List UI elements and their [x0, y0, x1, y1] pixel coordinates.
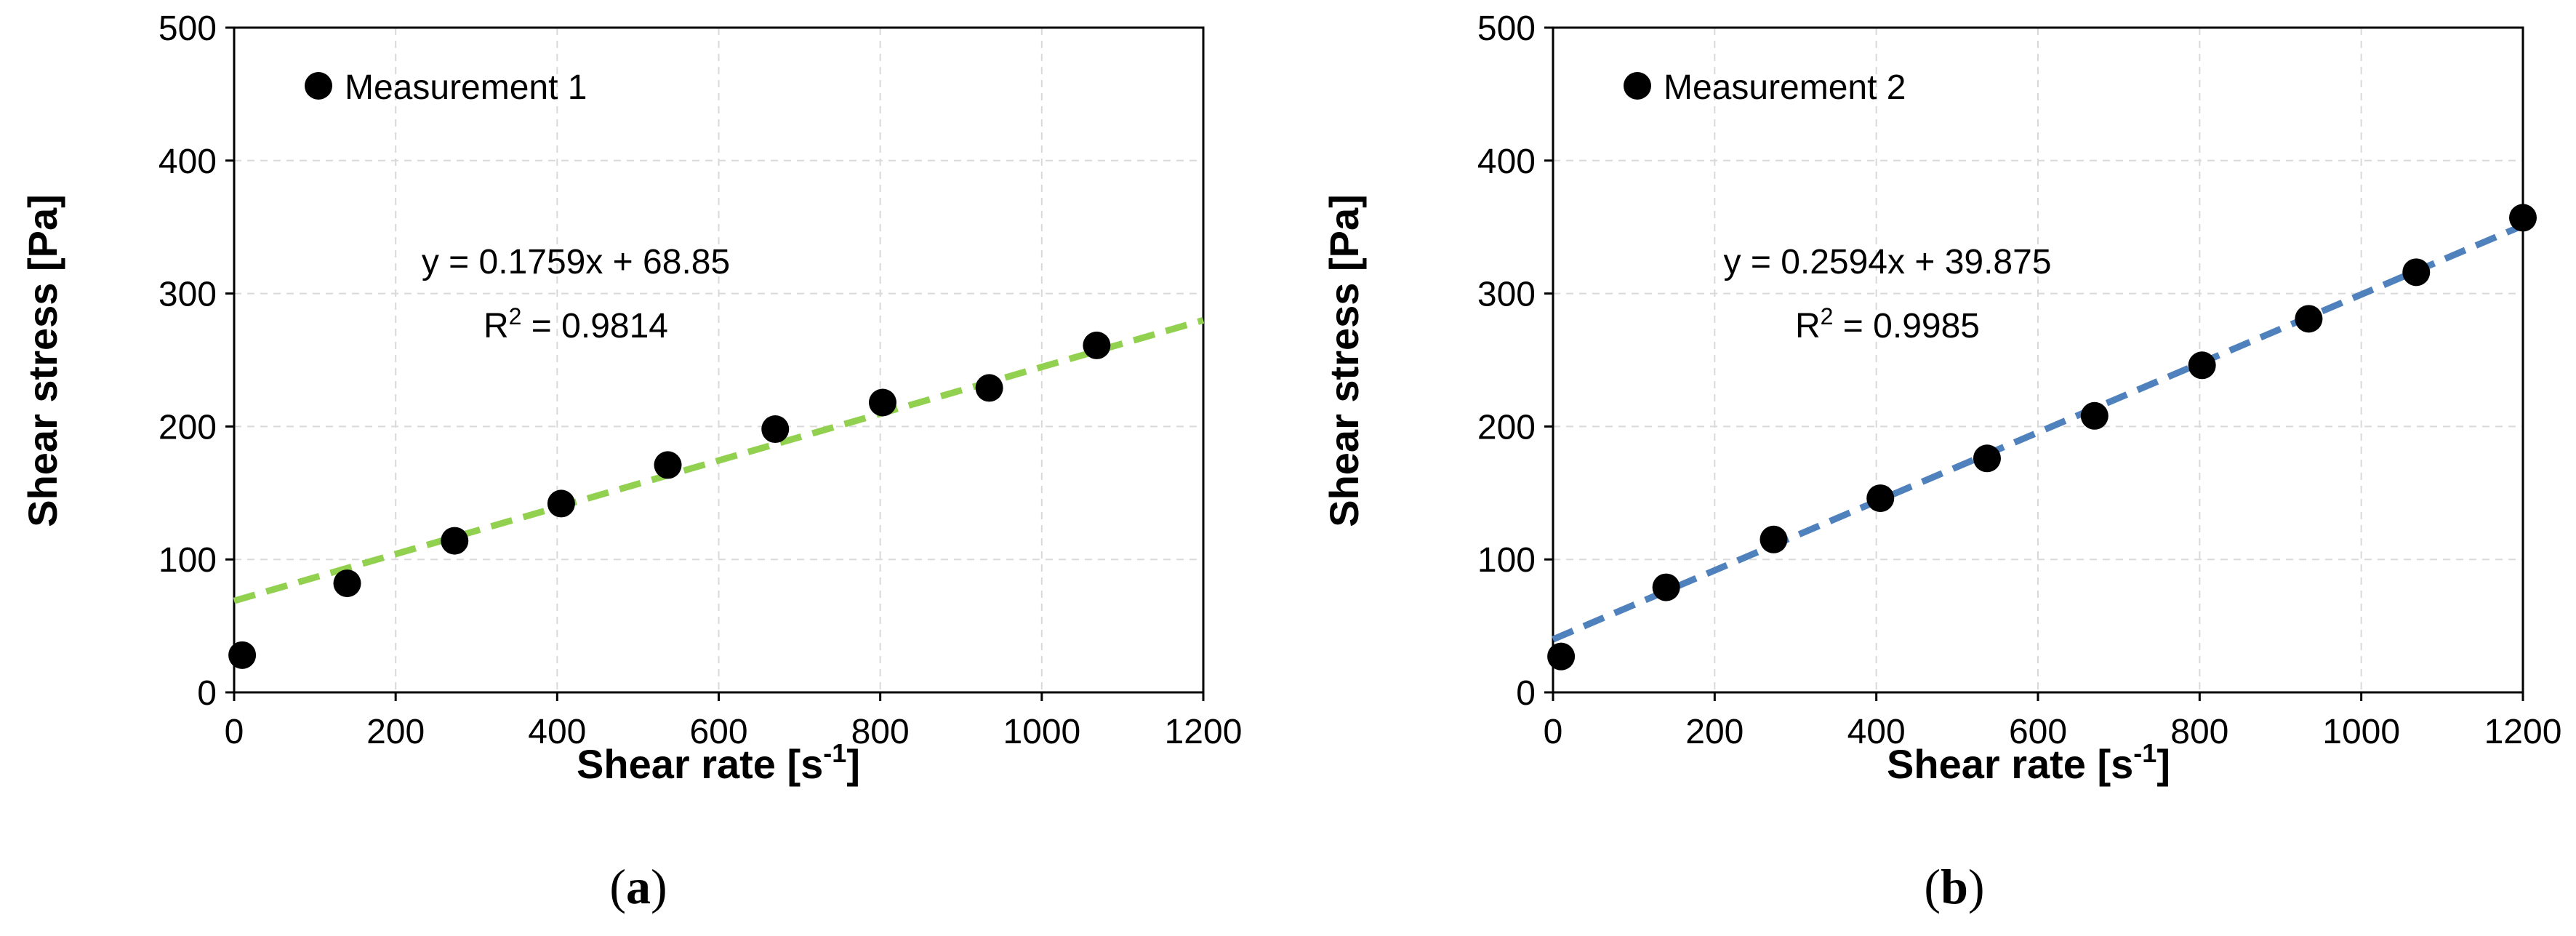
y-tick-label-b: 300: [1477, 276, 1536, 314]
y-tick-label-a: 200: [159, 408, 217, 447]
x-tick-label-a: 1200: [1165, 713, 1243, 751]
y-axis-title-a: Shear stress [Pa]: [20, 194, 65, 527]
r-squared-label-b: R2 = 0.9985: [1795, 303, 1980, 345]
chart-panel-a: 0 100 200 300 400 500 0 200 400 600 800 1000 1200 Sh…: [20, 9, 1242, 914]
plot-area-b: 0 100 200 300 400 500 0 200 400 600 800 1000 1200: [1477, 9, 2561, 751]
x-tick-label-a: 600: [689, 713, 747, 751]
data-point-a: [654, 451, 682, 479]
x-axis-title-b: Shear rate [s-1]: [1887, 738, 2170, 787]
y-tick-label-b: 400: [1477, 143, 1536, 181]
y-tick-label-b: 500: [1477, 9, 1536, 48]
trendline-equation-b: y = 0.2594x + 39.875: [1723, 243, 2051, 281]
y-tick-label-a: 500: [159, 9, 217, 48]
panel-label-a: (a): [609, 859, 667, 914]
y-tick-label-a: 0: [197, 674, 217, 713]
x-tick-label-a: 800: [851, 713, 910, 751]
data-point-b: [1973, 444, 2001, 473]
data-point-b: [1652, 573, 1680, 601]
x-tick-label-b: 1200: [2484, 713, 2562, 751]
trendline-b: [1552, 222, 2524, 643]
data-point-a: [441, 527, 469, 555]
y-tick-label-a: 100: [159, 541, 217, 580]
data-point-a: [228, 641, 257, 669]
y-tick-label-b: 0: [1516, 674, 1536, 713]
data-point-b: [2080, 401, 2108, 430]
panel-label-b: (b): [1924, 859, 1984, 914]
r-squared-label-a: R2 = 0.9814: [483, 303, 668, 345]
x-tick-label-b: 400: [1847, 713, 1906, 751]
data-point-b: [2188, 351, 2216, 380]
x-tick-label-a: 0: [225, 713, 244, 751]
data-point-b: [2402, 258, 2431, 287]
data-point-a: [761, 415, 790, 444]
data-point-a: [333, 569, 361, 598]
data-point-b: [2509, 204, 2537, 232]
y-tick-label-a: 400: [159, 143, 217, 181]
chart-panel-b: 0 100 200 300 400 500 0 200 400 600 800 1000 1200 Sh…: [1321, 9, 2561, 914]
data-point-a: [1083, 331, 1111, 359]
x-tick-label-b: 0: [1544, 713, 1563, 751]
x-tick-label-b: 800: [2170, 713, 2228, 751]
y-tick-label-a: 300: [159, 276, 217, 314]
x-tick-label-b: 1000: [2322, 713, 2400, 751]
y-tick-label-b: 200: [1477, 408, 1536, 447]
legend-marker-b: [1624, 72, 1651, 100]
trendline-a: [233, 316, 1205, 604]
plot-area-a: 0 100 200 300 400 500 0 200 400 600 800 1000 1200: [159, 9, 1242, 751]
data-point-b: [1866, 484, 1895, 513]
x-tick-label-b: 600: [2009, 713, 2067, 751]
x-axis-title-a: Shear rate [s-1]: [577, 738, 860, 787]
data-point-a: [975, 374, 1003, 402]
data-point-b: [2295, 305, 2323, 333]
legend-marker-a: [305, 72, 332, 100]
y-tick-label-b: 100: [1477, 541, 1536, 580]
x-tick-label-b: 200: [1685, 713, 1744, 751]
data-point-b: [1760, 525, 1788, 553]
x-tick-label-a: 400: [528, 713, 586, 751]
data-point-a: [547, 489, 575, 518]
legend-label-b: Measurement 2: [1664, 68, 1906, 107]
data-point-b: [1547, 642, 1576, 671]
trendline-equation-a: y = 0.1759x + 68.85: [422, 243, 730, 281]
legend-label-a: Measurement 1: [345, 68, 587, 107]
data-point-a: [868, 388, 896, 417]
y-axis-title-b: Shear stress [Pa]: [1321, 194, 1367, 527]
x-tick-label-a: 200: [366, 713, 425, 751]
x-tick-label-a: 1000: [1003, 713, 1080, 751]
